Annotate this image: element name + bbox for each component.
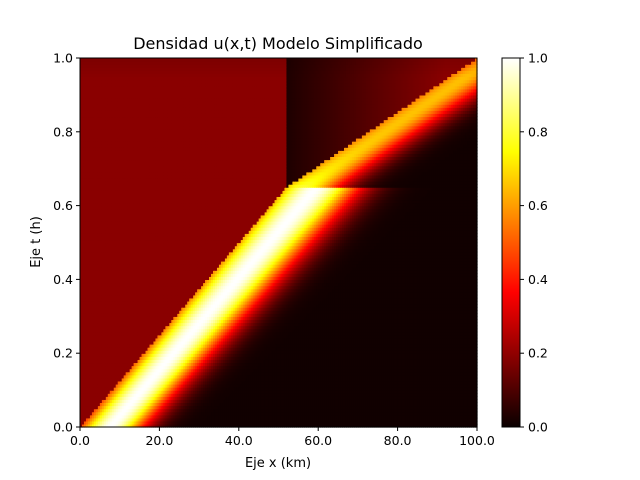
heatmap [80,58,478,428]
chart-title: Densidad u(x,t) Modelo Simplificado [133,34,423,53]
